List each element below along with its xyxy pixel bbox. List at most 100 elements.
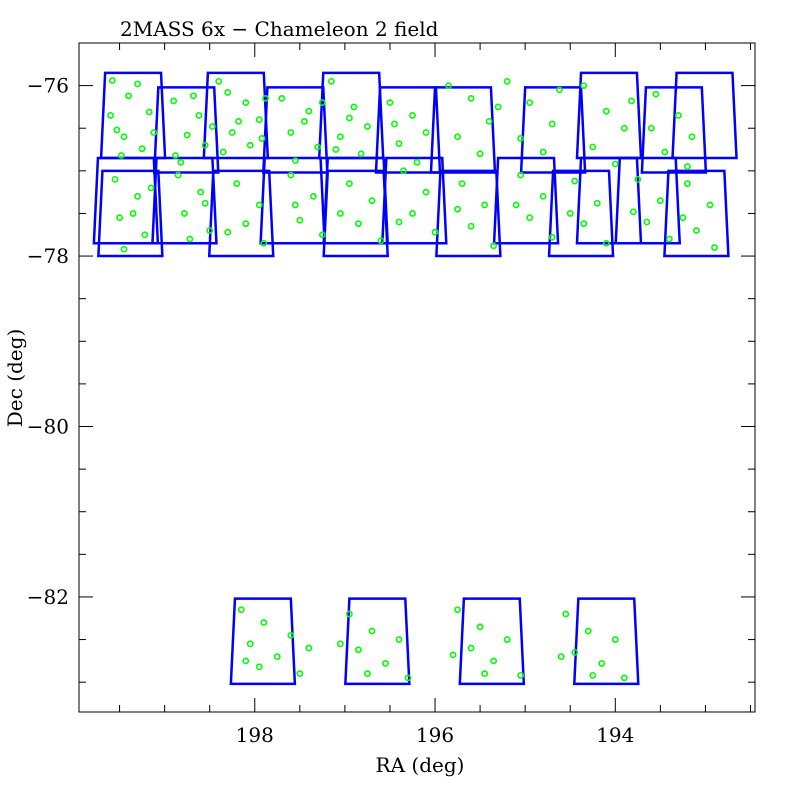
source-point-155: [562, 610, 570, 618]
source-point-3: [113, 126, 121, 134]
source-point-133: [273, 653, 281, 661]
source-point-14: [172, 152, 179, 159]
chart-title: 2MASS 6x − Chameleon 2 field: [120, 17, 439, 41]
field-outline-18: [614, 156, 682, 245]
source-point-109: [454, 205, 461, 213]
source-point-18: [215, 77, 223, 85]
source-point-78: [129, 210, 137, 217]
x-axis-label: RA (deg): [376, 753, 465, 777]
source-point-107: [467, 222, 475, 230]
source-point-49: [467, 94, 475, 102]
source-point-27: [258, 135, 266, 142]
source-point-149: [467, 644, 475, 652]
source-point-126: [706, 201, 714, 209]
source-point-46: [413, 158, 421, 166]
source-point-52: [476, 150, 484, 158]
source-point-94: [291, 201, 299, 209]
source-point-100: [400, 167, 407, 175]
source-point-157: [571, 648, 579, 656]
source-point-86: [255, 201, 263, 209]
source-point-93: [318, 231, 326, 239]
source-point-42: [386, 99, 394, 107]
y-tick-label: −76: [27, 74, 69, 98]
source-point-82: [206, 227, 214, 234]
source-point-7: [134, 80, 141, 88]
source-point-31: [314, 143, 322, 151]
field-outline-10: [640, 86, 708, 174]
source-point-156: [584, 627, 592, 635]
source-point-101: [422, 188, 430, 196]
field-outline-23: [547, 169, 615, 258]
source-point-33: [318, 99, 326, 107]
plot-frame: [78, 42, 756, 713]
source-point-37: [364, 123, 371, 130]
source-point-51: [454, 133, 461, 141]
source-point-68: [688, 133, 696, 141]
source-point-47: [391, 120, 398, 128]
source-point-26: [224, 89, 232, 96]
source-point-150: [490, 657, 498, 665]
source-point-73: [134, 193, 141, 200]
source-point-142: [382, 660, 389, 667]
field-outline-27: [458, 597, 526, 686]
x-tick-label: 196: [416, 723, 454, 747]
source-point-59: [556, 86, 563, 94]
field-outline-24: [663, 169, 730, 258]
source-point-44: [422, 129, 430, 136]
source-point-16: [208, 123, 216, 130]
source-point-130: [237, 606, 245, 614]
source-point-121: [656, 197, 664, 205]
source-point-88: [260, 239, 268, 247]
field-outline-4: [671, 71, 738, 160]
source-point-36: [350, 103, 358, 111]
source-point-127: [693, 227, 700, 234]
source-point-21: [228, 129, 236, 136]
field-outline-25: [229, 597, 297, 686]
source-point-25: [235, 118, 242, 125]
source-point-50: [485, 118, 493, 125]
source-point-83: [186, 235, 194, 243]
source-point-11: [195, 112, 203, 119]
source-point-132: [246, 640, 254, 648]
source-point-71: [647, 124, 655, 132]
x-tick-label: 198: [236, 723, 274, 747]
source-point-79: [174, 171, 182, 179]
source-point-125: [684, 180, 691, 188]
source-point-141: [355, 646, 362, 654]
source-point-69: [661, 148, 669, 156]
y-axis-label: Dec (deg): [3, 329, 27, 427]
source-point-110: [517, 171, 525, 179]
source-point-9: [117, 152, 125, 159]
source-point-128: [711, 244, 718, 251]
source-point-61: [602, 107, 610, 115]
source-point-96: [368, 197, 376, 205]
axis-ticks: 198 196 194 −76 −78 −80 −82: [27, 42, 755, 747]
source-point-120: [634, 175, 642, 183]
source-point-35: [327, 77, 335, 85]
source-point-154: [449, 651, 457, 659]
source-point-97: [355, 220, 362, 228]
y-tick-label: −80: [27, 415, 69, 439]
field-outline-12: [151, 156, 218, 245]
source-point-67: [674, 112, 682, 119]
source-point-55: [526, 99, 534, 107]
source-point-8: [150, 129, 158, 136]
source-point-72: [111, 175, 119, 183]
source-point-143: [395, 636, 403, 643]
source-point-19: [242, 99, 250, 107]
source-point-105: [458, 180, 466, 188]
source-point-54: [503, 77, 511, 85]
source-point-91: [309, 193, 317, 200]
source-point-146: [336, 640, 344, 648]
source-point-147: [454, 606, 461, 614]
field-outline-8: [429, 86, 497, 174]
y-tick-label: −78: [27, 244, 69, 268]
source-point-99: [336, 210, 344, 217]
source-point-153: [481, 670, 488, 678]
source-point-34: [300, 118, 308, 125]
source-point-131: [260, 619, 268, 626]
source-point-135: [287, 631, 295, 639]
source-point-13: [201, 141, 209, 149]
field-outline-15: [380, 156, 448, 245]
source-point-38: [336, 133, 344, 141]
